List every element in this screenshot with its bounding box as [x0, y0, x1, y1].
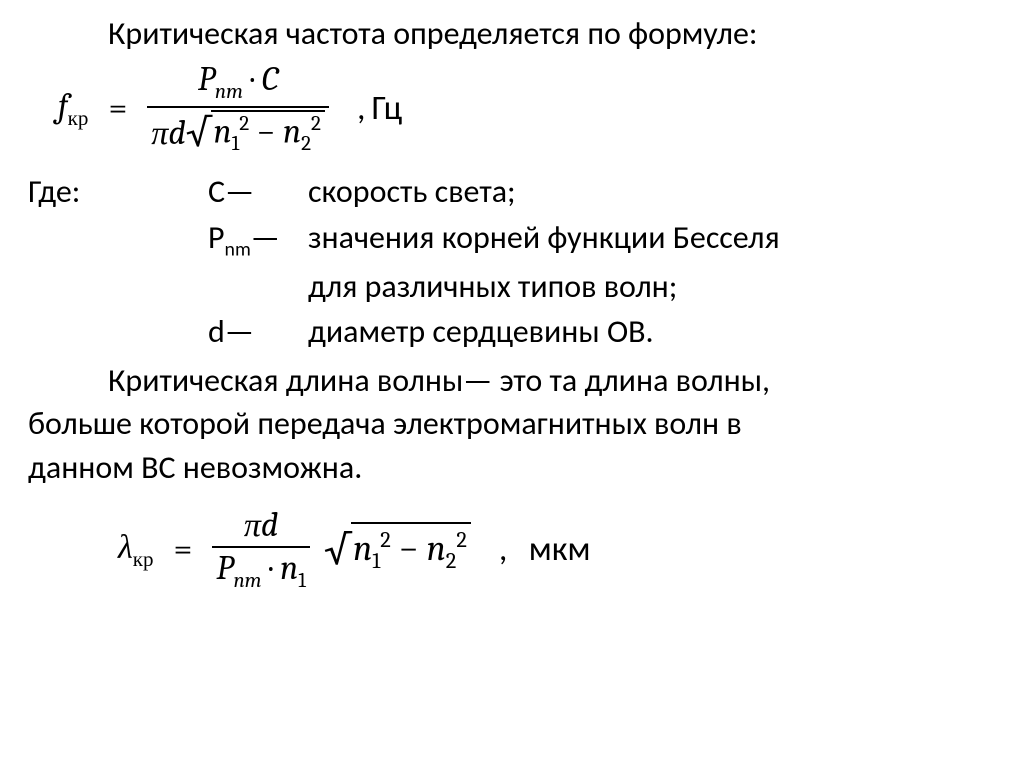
denominator2: Pnm · n1: [212, 546, 310, 593]
n1d-sub: 1: [298, 569, 306, 593]
minus: −: [257, 111, 276, 151]
def-c-term: С—: [208, 170, 308, 213]
denominator: πd√n12 − n22: [147, 106, 329, 156]
n2b-sup: 2: [456, 527, 467, 553]
n2-sub: 2: [301, 132, 311, 156]
def-c: Где: С— скорость света;: [28, 170, 996, 213]
n2b-sub: 2: [446, 548, 457, 574]
sqrt2-sym: √: [324, 523, 351, 579]
pi2: π: [244, 505, 261, 545]
n1b: n: [353, 528, 372, 569]
f-sub: кр: [68, 107, 89, 131]
n1d: n: [280, 548, 298, 588]
p-sub: nm: [225, 237, 251, 261]
lambda: λ: [118, 527, 133, 567]
equals2: =: [168, 527, 199, 573]
sqrt2-body: n12 − n22: [351, 522, 471, 578]
minus2: −: [399, 528, 419, 569]
lambda-symbol: λкр: [118, 525, 154, 574]
comma2: ,: [485, 529, 513, 570]
def-d: d— диаметр сердцевины ОВ.: [28, 310, 996, 353]
sqrt2: √n12 − n22: [324, 522, 471, 578]
n2: n: [283, 111, 301, 151]
formula-critical-wavelength: λкр = πd Pnm · n1 √n12 − n22 , мкм: [88, 507, 996, 593]
p-dash: —: [251, 218, 280, 257]
f: f: [58, 86, 68, 126]
mkm: мкм: [529, 529, 591, 570]
d2: d: [261, 505, 278, 545]
C: C: [262, 59, 279, 99]
lambda-sub: кр: [133, 548, 154, 572]
n1: n: [213, 111, 231, 151]
page: Критическая частота определяется по форм…: [0, 0, 1024, 593]
comma: ,: [343, 88, 371, 129]
unit-mkm: , мкм: [485, 527, 591, 573]
def-c-text: скорость света;: [308, 170, 996, 213]
P-sub: nm: [215, 80, 243, 104]
def-p-text: значения корней функции Бесселя: [308, 216, 996, 259]
n2b: n: [427, 528, 446, 569]
p-sym: P: [208, 218, 225, 257]
numerator2: πd: [240, 507, 283, 546]
pi: π: [151, 113, 168, 153]
unit-hz: ,Гц: [343, 86, 402, 132]
n1b-sup: 2: [380, 527, 391, 553]
numerator: Pnm · C: [194, 61, 283, 106]
fraction2: πd Pnm · n1: [212, 507, 310, 593]
def-d-text: диаметр сердцевины ОВ.: [308, 310, 996, 353]
para2-l1: Критическая длина волны— это та длина во…: [28, 359, 996, 402]
fraction: Pnm · C πd√n12 − n22: [147, 61, 329, 156]
para2-l2: больше которой передача электромагнитных…: [28, 402, 996, 445]
n2-sup: 2: [311, 112, 321, 136]
def-p-cont: для различных типов волн;: [308, 265, 996, 308]
where-label: Где:: [28, 170, 208, 213]
sqrt-body: n12 − n22: [211, 110, 325, 156]
sqrt-sym: √: [186, 111, 212, 157]
f-symbol: fкр: [58, 84, 88, 133]
dot2: ·: [269, 548, 273, 588]
P: P: [198, 59, 215, 99]
P2-sub: nm: [233, 569, 261, 593]
dot: ·: [250, 59, 254, 99]
def-p-term: Pnm—: [208, 216, 308, 263]
formula-critical-frequency: fкр = Pnm · C πd√n12 − n22 ,Гц: [58, 61, 996, 156]
d: d: [168, 113, 185, 153]
para2-l3: данном ВС невозможна.: [28, 446, 996, 489]
def-d-term: d—: [208, 310, 308, 353]
n1-sup: 2: [239, 112, 249, 136]
definitions: Где: С— скорость света; Pnm— значения ко…: [28, 170, 996, 353]
P2: P: [216, 548, 233, 588]
equals: =: [102, 86, 133, 132]
def-p: Pnm— значения корней функции Бесселя: [28, 216, 996, 263]
hz: Гц: [371, 88, 402, 129]
intro-text: Критическая частота определяется по форм…: [28, 12, 996, 55]
sqrt: √n12 − n22: [186, 110, 325, 156]
formula2-row: λкр = πd Pnm · n1 √n12 − n22 , мкм: [118, 507, 996, 593]
